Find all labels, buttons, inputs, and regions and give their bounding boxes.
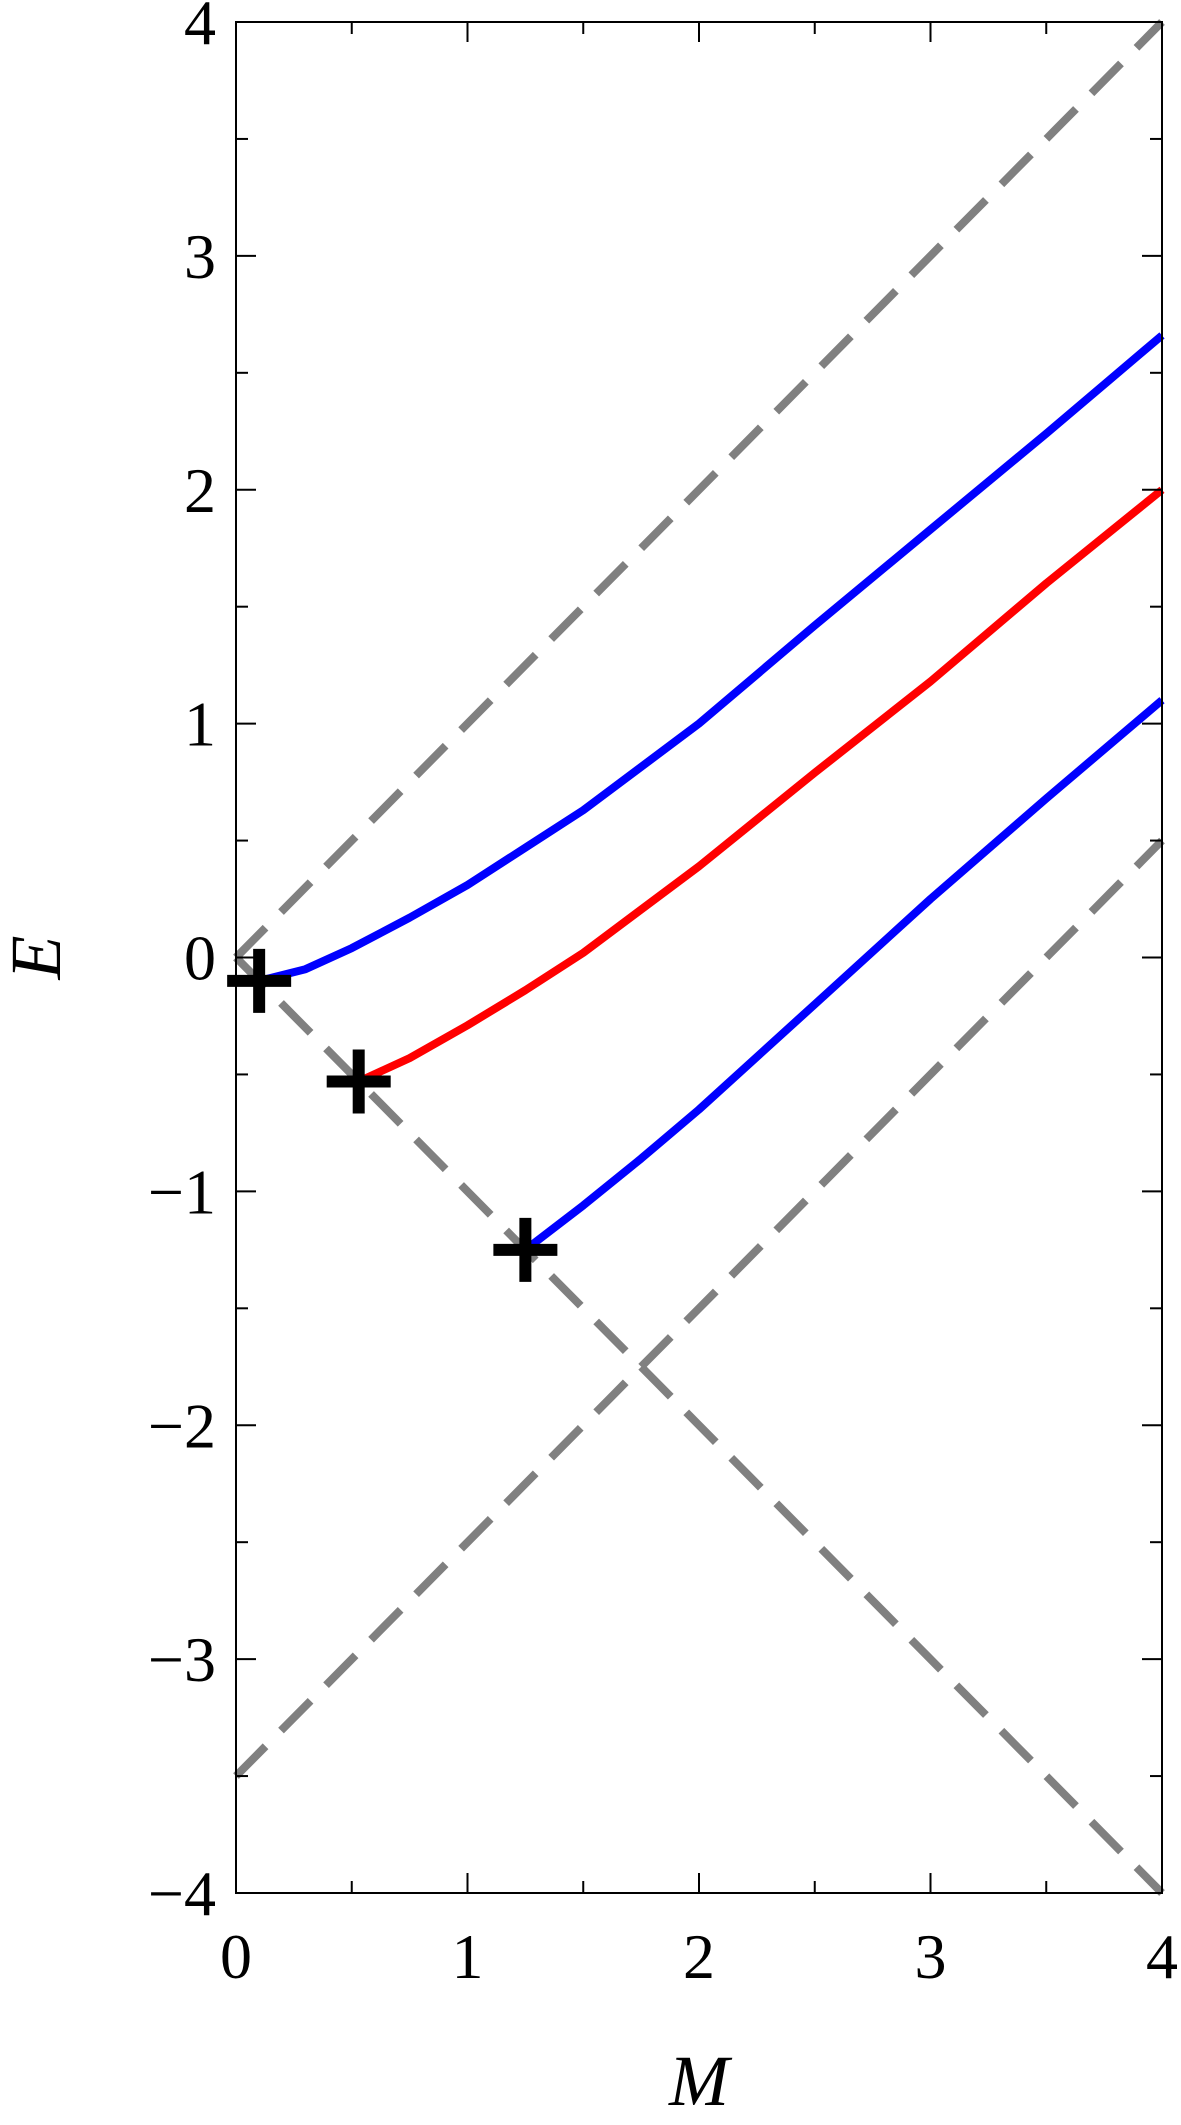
y-tick-label: −3	[148, 1624, 216, 1695]
dashed-reference-lines	[233, 19, 1165, 1896]
y-tick-label: −4	[148, 1858, 216, 1929]
y-axis-label: E	[0, 936, 76, 981]
series-line-2	[522, 697, 1165, 1253]
dashed-line-5	[233, 837, 1165, 1779]
x-axis-label: M	[668, 2041, 733, 2121]
plus-marker-0	[227, 948, 292, 1013]
x-tick-label: 1	[452, 1921, 484, 1992]
y-tick-label: −2	[148, 1390, 216, 1461]
tick-labels: 0 1 2 3 4 −4 −3 −2 −1 0 1 2 3 4	[148, 0, 1178, 1992]
series-line-0	[258, 332, 1165, 985]
plus-marker-1	[326, 1049, 391, 1114]
y-tick-label: 0	[184, 923, 216, 994]
plus-marker-2	[493, 1217, 558, 1282]
series-line-1	[357, 486, 1165, 1086]
y-tick-label: 2	[184, 455, 216, 526]
plus-markers	[227, 948, 558, 1282]
x-tick-label: 4	[1146, 1921, 1178, 1992]
y-tick-label: 4	[184, 0, 216, 58]
x-tick-label: 0	[220, 1921, 252, 1992]
dashed-line-4	[233, 954, 1165, 1896]
x-tick-label: 2	[683, 1921, 715, 1992]
axis-ticks	[235, 21, 1163, 1894]
y-tick-label: −1	[148, 1156, 216, 1227]
y-tick-label: 3	[184, 221, 216, 292]
data-series	[258, 332, 1165, 1253]
plot-frame	[235, 21, 1163, 1894]
y-tick-label: 1	[184, 689, 216, 760]
dashed-line-3	[233, 19, 1165, 961]
x-tick-label: 3	[915, 1921, 947, 1992]
